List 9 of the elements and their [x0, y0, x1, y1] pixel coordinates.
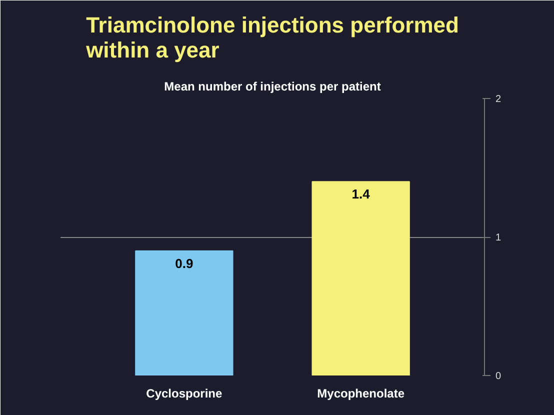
- y-tick-label: 1: [496, 232, 502, 244]
- data-label: 1.4: [352, 186, 371, 202]
- x-tick-label: Mycophenolate: [317, 386, 405, 400]
- chart-subtitle: Mean number of injections per patient: [164, 80, 381, 94]
- y-tick-label: 0: [496, 371, 502, 382]
- y-tick-label: 2: [496, 94, 502, 105]
- data-label: 0.9: [175, 256, 194, 271]
- x-tick-label: Cyclosporine: [146, 386, 223, 400]
- chart-title: Triamcinolone injections performed within a year: [85, 12, 459, 62]
